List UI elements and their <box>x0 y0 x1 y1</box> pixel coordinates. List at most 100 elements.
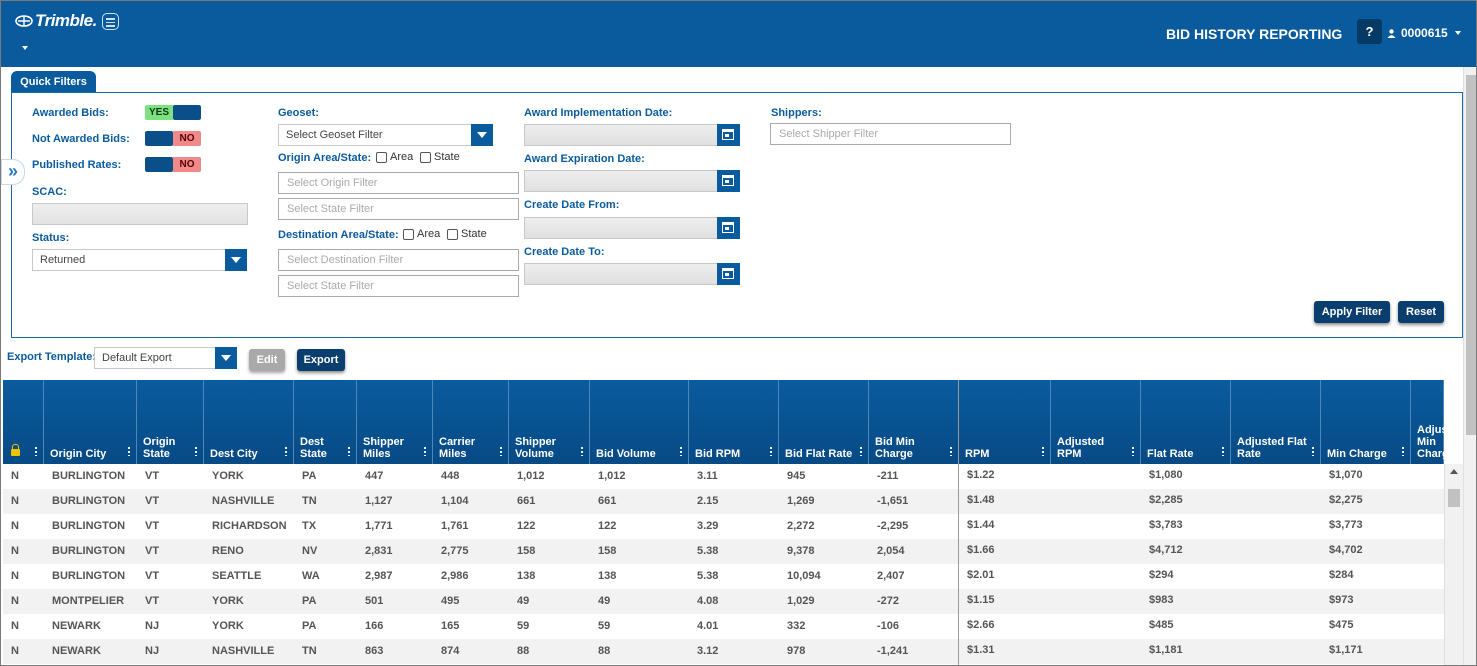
table-cell: VT <box>145 570 160 582</box>
table-row[interactable]: N BURLINGTON VT SEATTLE WA 2,987 2,986 138 138 5.… <box>3 564 1444 589</box>
table-cell: $983 <box>1149 594 1174 606</box>
column-menu-icon[interactable] <box>128 446 130 456</box>
column-menu-icon[interactable] <box>950 446 952 456</box>
column-header[interactable]: Min Charge <box>1321 380 1411 464</box>
origin-state-text: State <box>434 151 460 163</box>
status-select[interactable]: Returned <box>32 249 247 271</box>
column-header[interactable]: Dest State <box>294 380 357 464</box>
create-date-to-input[interactable] <box>524 263 740 285</box>
header-lock-column[interactable] <box>3 380 44 464</box>
column-menu-icon[interactable] <box>500 446 502 456</box>
chevron-down-icon[interactable] <box>215 347 237 369</box>
column-menu-icon[interactable] <box>1132 446 1134 456</box>
table-cell: 158 <box>598 545 617 557</box>
table-cell: 1,012 <box>517 470 545 482</box>
nav-dropdown-caret-icon[interactable] <box>22 46 28 50</box>
column-header[interactable]: Dest City <box>204 380 294 464</box>
calendar-icon[interactable] <box>717 170 740 192</box>
column-header[interactable]: Bid Volume <box>590 380 689 464</box>
column-menu-icon[interactable] <box>348 446 350 456</box>
column-menu-icon[interactable] <box>1402 446 1404 456</box>
table-cell: 3.29 <box>697 520 719 532</box>
award-exp-date-input[interactable] <box>524 170 740 192</box>
column-header[interactable]: Shipper Miles <box>357 380 433 464</box>
export-button[interactable]: Export <box>297 349 345 371</box>
column-header[interactable]: Bid Min Charge <box>869 380 959 464</box>
column-menu-icon[interactable] <box>770 446 772 456</box>
edit-button[interactable]: Edit <box>249 349 285 371</box>
origin-state-input[interactable]: Select State Filter <box>278 198 519 220</box>
toggle-no-text: NO <box>173 131 201 146</box>
grid-scrollbar[interactable] <box>1444 464 1463 665</box>
destination-state-input[interactable]: Select State Filter <box>278 275 519 297</box>
scac-input[interactable] <box>32 203 248 225</box>
page-scrollbar[interactable] <box>1463 67 1476 665</box>
column-header[interactable]: Adjusted Flat Rate <box>1231 380 1321 464</box>
award-exp-date-label: Award Expiration Date: <box>524 153 645 165</box>
table-row[interactable]: N MONTPELIER VT YORK PA 501 495 49 49 4.08 1,029 -2… <box>3 589 1444 614</box>
table-cell: -106 <box>877 620 900 632</box>
origin-area-checkbox[interactable]: Area <box>376 151 413 163</box>
calendar-icon[interactable] <box>717 124 740 146</box>
column-menu-icon[interactable] <box>581 446 583 456</box>
destination-area-checkbox[interactable]: Area <box>403 228 440 240</box>
table-cell: 945 <box>787 470 806 482</box>
trimble-logo[interactable]: Trimble. <box>15 11 97 31</box>
column-header[interactable]: RPM <box>959 380 1051 464</box>
create-date-from-input[interactable] <box>524 217 740 239</box>
reset-button[interactable]: Reset <box>1398 301 1444 323</box>
table-row[interactable]: N NEWARK NJ YORK PA 166 165 59 59 4.01 332 -106 $2.6… <box>3 614 1444 639</box>
column-menu-icon[interactable] <box>195 446 197 456</box>
column-header[interactable]: Origin State <box>137 380 204 464</box>
calendar-icon[interactable] <box>717 217 740 239</box>
column-header[interactable]: Shipper Volume <box>509 380 590 464</box>
column-menu-icon[interactable] <box>1042 446 1044 456</box>
table-cell <box>1411 514 1444 539</box>
column-header[interactable]: Adjusted RPM <box>1051 380 1141 464</box>
table-row[interactable]: N BURLINGTON VT NASHVILLE TN 1,127 1,104 661 661… <box>3 489 1444 514</box>
column-menu-icon[interactable] <box>424 446 426 456</box>
help-button[interactable]: ? <box>1357 19 1382 44</box>
table-row[interactable]: N NEWARK NJ NASHVILLE TN 863 874 88 88 3.12 978 -1,… <box>3 639 1444 664</box>
column-menu-icon[interactable] <box>680 446 682 456</box>
column-header[interactable]: Carrier Miles <box>433 380 509 464</box>
tab-quick-filters[interactable]: Quick Filters <box>11 71 96 93</box>
expand-sidebar-icon[interactable]: » <box>1 159 25 185</box>
column-menu-icon[interactable] <box>1312 446 1314 456</box>
published-rates-toggle[interactable]: NO <box>145 157 201 172</box>
column-header[interactable]: Flat Rate <box>1141 380 1231 464</box>
column-header[interactable]: Bid RPM <box>689 380 779 464</box>
frozen-column-divider[interactable] <box>958 380 959 665</box>
table-cell: PA <box>302 470 317 482</box>
apply-filter-button[interactable]: Apply Filter <box>1314 301 1390 323</box>
menu-icon[interactable] <box>102 13 119 30</box>
column-header[interactable]: Bid Flat Rate <box>779 380 869 464</box>
table-cell <box>1051 489 1141 514</box>
column-menu-icon[interactable] <box>1222 446 1224 456</box>
not-awarded-bids-toggle[interactable]: NO <box>145 131 201 146</box>
table-row[interactable]: N BURLINGTON VT YORK PA 447 448 1,012 1,012 3.11 9… <box>3 464 1444 489</box>
calendar-icon[interactable] <box>717 263 740 285</box>
user-menu[interactable]: 0000615 <box>1387 26 1461 40</box>
award-impl-date-input[interactable] <box>524 124 740 146</box>
export-template-select[interactable]: Default Export <box>94 347 237 369</box>
chevron-down-icon[interactable] <box>471 124 493 146</box>
bid-history-grid: Origin City Origin State Dest City Dest Sta… <box>3 380 1463 665</box>
table-row[interactable]: N BURLINGTON VT RICHARDSON TX 1,771 1,761 122 12… <box>3 514 1444 539</box>
column-menu-icon[interactable] <box>35 446 37 456</box>
origin-state-checkbox[interactable]: State <box>420 151 460 163</box>
awarded-bids-toggle[interactable]: YES <box>145 105 201 120</box>
destination-filter-input[interactable]: Select Destination Filter <box>278 249 519 271</box>
destination-state-checkbox[interactable]: State <box>447 228 487 240</box>
geoset-select[interactable]: Select Geoset Filter <box>278 124 493 146</box>
geoset-placeholder: Select Geoset Filter <box>286 129 383 141</box>
shippers-input[interactable]: Select Shipper Filter <box>770 123 1011 145</box>
origin-filter-input[interactable]: Select Origin Filter <box>278 172 519 194</box>
column-menu-icon[interactable] <box>285 446 287 456</box>
chevron-down-icon[interactable] <box>225 249 247 271</box>
column-header[interactable]: Origin City <box>44 380 137 464</box>
column-header[interactable]: Adjusted Min Charge <box>1411 380 1463 464</box>
scroll-up-icon[interactable] <box>1450 469 1458 474</box>
column-menu-icon[interactable] <box>860 446 862 456</box>
table-row[interactable]: N BURLINGTON VT RENO NV 2,831 2,775 158 158 5.38 9… <box>3 539 1444 564</box>
